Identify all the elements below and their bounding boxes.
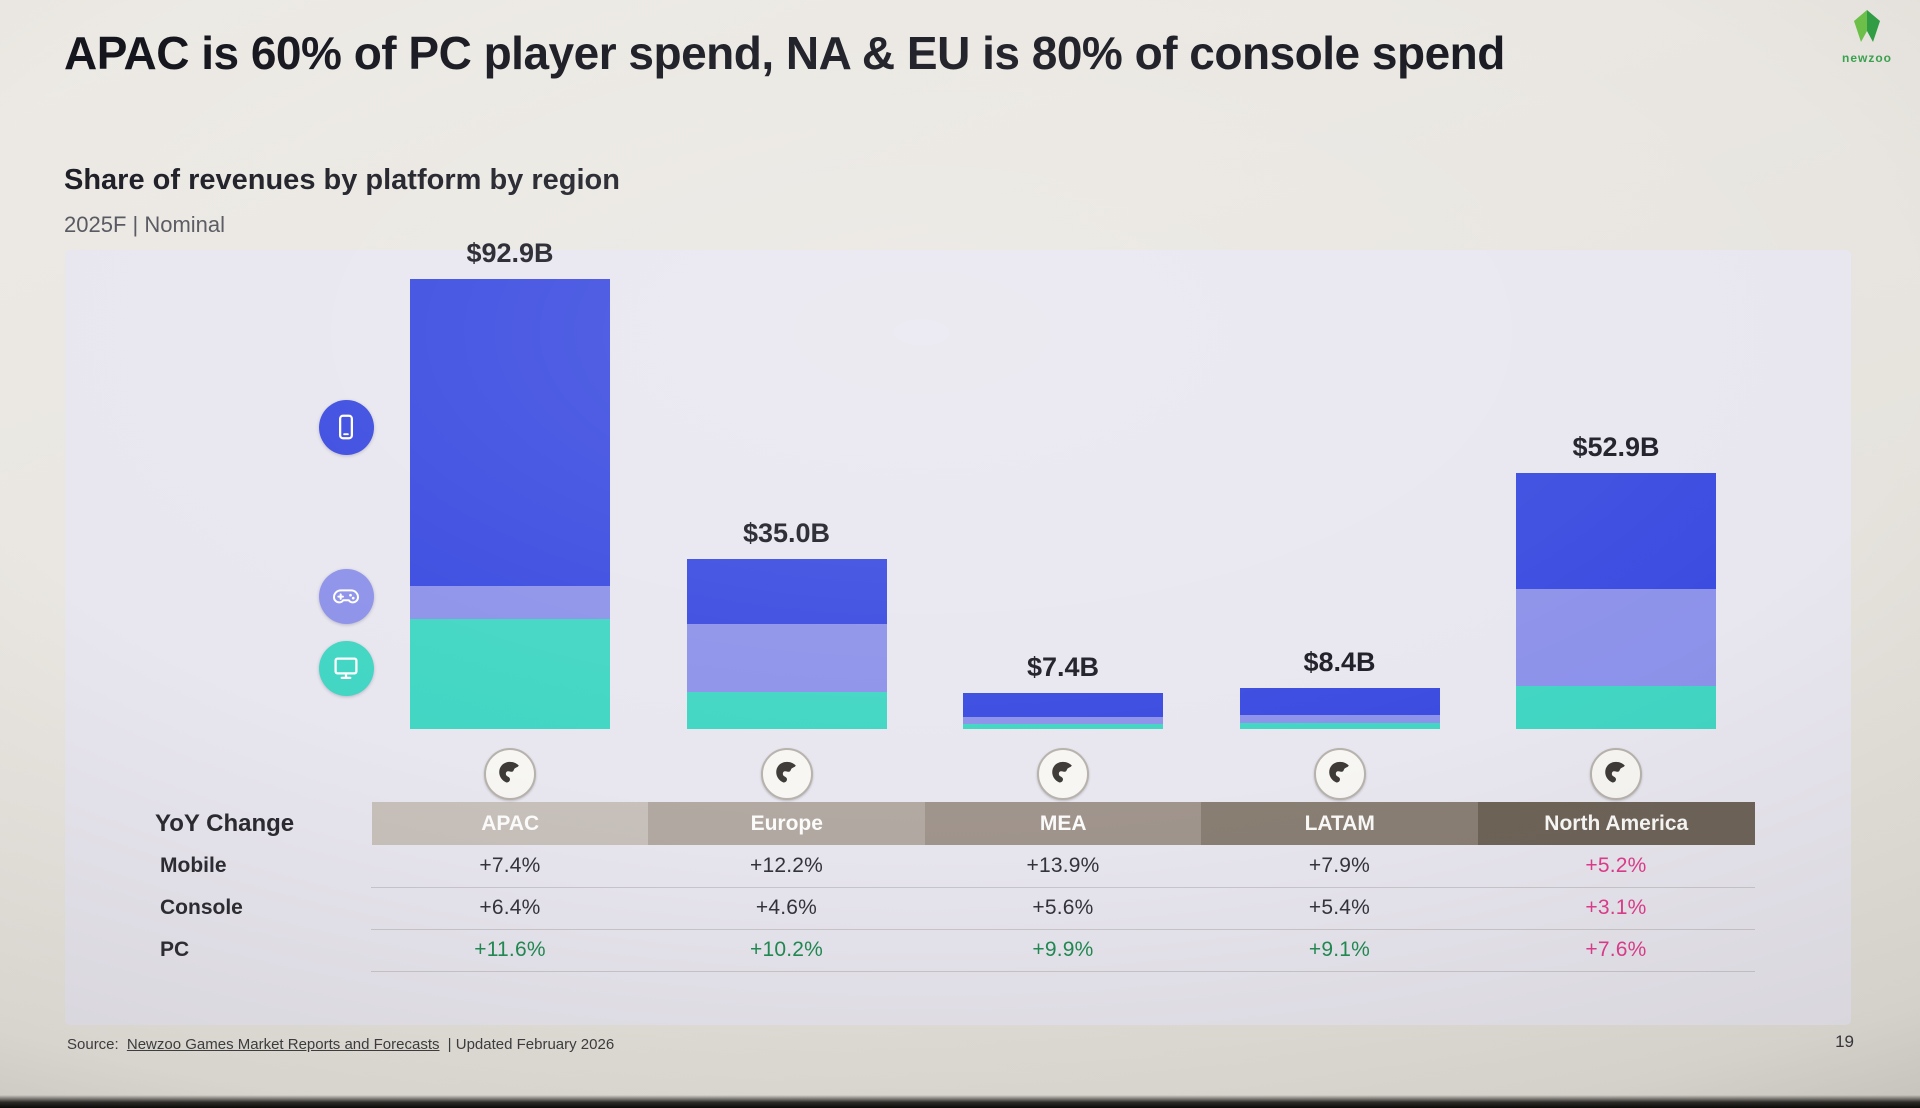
page-number: 19: [1835, 1032, 1854, 1051]
source-suffix: | Updated February 2026: [447, 1036, 615, 1053]
segment-console-apac: [410, 585, 610, 619]
bar-europe: [686, 559, 887, 729]
row-label-mobile: Mobile: [160, 854, 227, 877]
yoy-pc-mea: +9.9%: [1032, 938, 1094, 961]
bar-latam: [1239, 688, 1440, 729]
region-header-latam: LATAM: [1201, 802, 1479, 845]
yoy-mobile-mea: +13.9%: [1026, 854, 1100, 877]
segment-console-europe: [686, 624, 887, 693]
monitor-icon: [330, 652, 362, 684]
slide-title: APAC is 60% of PC player spend, NA & EU …: [64, 27, 1505, 79]
segment-mobile-europe: [686, 559, 887, 625]
row-separator: [371, 887, 1755, 888]
segment-mobile-mea: [963, 693, 1163, 717]
gamepad-icon: [330, 580, 362, 612]
yoy-pc-apac: +11.6%: [474, 938, 546, 961]
chart-meta: 2025F | Nominal: [64, 212, 226, 237]
region-name-europe: Europe: [750, 812, 823, 835]
yoy-change-label: YoY Change: [155, 810, 295, 837]
newzoo-logo-text: newzoo: [1842, 51, 1892, 65]
globe-icon-apac: [484, 748, 536, 800]
globe-icon-europe: [760, 748, 813, 800]
bar-total-north-america: $52.9B: [1572, 431, 1660, 462]
source-link[interactable]: Newzoo Games Market Reports and Forecast…: [126, 1036, 440, 1053]
yoy-console-mea: +5.6%: [1032, 896, 1094, 919]
region-name-mea: MEA: [1039, 812, 1087, 835]
newzoo-leaf-icon: [1854, 10, 1880, 42]
source-line: Source: Newzoo Games Market Reports and …: [67, 1036, 614, 1053]
segment-pc-apac: [410, 618, 610, 729]
source-prefix: Source:: [67, 1036, 119, 1053]
segment-console-mea: [963, 716, 1163, 725]
yoy-console-apac: +6.4%: [479, 896, 541, 919]
region-header-europe: Europe: [648, 802, 926, 845]
yoy-pc-europe: +10.2%: [749, 938, 823, 961]
segment-mobile-north-america: [1516, 472, 1716, 589]
legend-pc: [318, 640, 374, 696]
region-name-latam: LATAM: [1304, 812, 1375, 835]
globe-icon-north-america: [1590, 748, 1642, 800]
bar-north-america: [1516, 472, 1716, 729]
segment-mobile-apac: [410, 279, 610, 586]
row-label-console: Console: [160, 896, 243, 919]
region-name-north-america: North America: [1544, 812, 1689, 835]
legend-mobile: [318, 399, 374, 455]
bar-total-mea: $7.4B: [1026, 652, 1100, 683]
bar-apac: [410, 279, 610, 729]
yoy-mobile-apac: +7.4%: [479, 854, 541, 877]
region-header-mea: MEA: [924, 802, 1202, 845]
legend-console: [318, 568, 374, 624]
segment-console-latam: [1239, 714, 1440, 724]
yoy-console-latam: +5.4%: [1308, 896, 1371, 919]
globe-icon-latam: [1313, 748, 1366, 800]
bar-total-apac: $92.9B: [466, 238, 554, 268]
yoy-mobile-latam: +7.9%: [1308, 854, 1371, 877]
yoy-mobile-europe: +12.2%: [749, 854, 823, 877]
globe-icon-mea: [1037, 748, 1089, 800]
row-label-pc: PC: [160, 938, 190, 961]
yoy-console-north-america: +3.1%: [1585, 896, 1647, 919]
bar-mea: [963, 693, 1163, 729]
segment-console-north-america: [1516, 588, 1716, 686]
region-header-north-america: North America: [1477, 802, 1755, 845]
row-separator: [371, 971, 1755, 972]
region-header-apac: APAC: [371, 802, 649, 845]
newzoo-logo: newzoo: [1832, 8, 1902, 65]
segment-mobile-latam: [1239, 688, 1440, 715]
screen-bottom-edge: [0, 1095, 1920, 1108]
row-separator: [371, 929, 1755, 930]
smartphone-icon: [330, 411, 362, 443]
segment-pc-north-america: [1516, 685, 1716, 729]
yoy-console-europe: +4.6%: [755, 896, 818, 919]
region-name-apac: APAC: [481, 812, 540, 835]
yoy-pc-latam: +9.1%: [1308, 938, 1371, 961]
segment-pc-latam: [1239, 723, 1440, 729]
segment-pc-mea: [963, 724, 1163, 729]
yoy-mobile-north-america: +5.2%: [1585, 854, 1647, 877]
bar-total-europe: $35.0B: [742, 518, 831, 549]
segment-pc-europe: [686, 692, 887, 729]
yoy-pc-north-america: +7.6%: [1585, 938, 1647, 961]
bar-total-latam: $8.4B: [1303, 647, 1376, 678]
chart-title: Share of revenues by platform by region: [64, 164, 620, 196]
